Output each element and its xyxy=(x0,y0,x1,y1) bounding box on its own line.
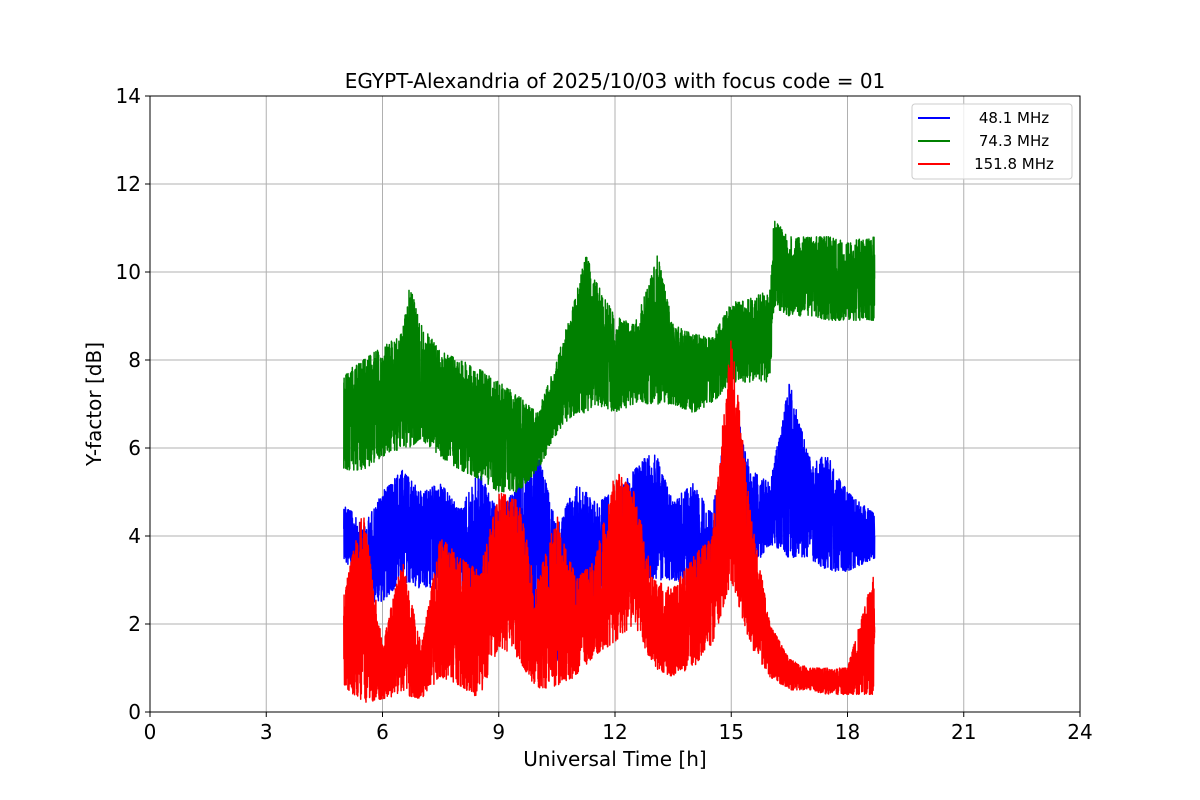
y-tick-label: 8 xyxy=(128,348,141,372)
x-tick-label: 21 xyxy=(951,720,976,744)
legend: 48.1 MHz 74.3 MHz 151.8 MHz xyxy=(911,103,1073,180)
legend-label: 151.8 MHz xyxy=(974,155,1054,173)
y-axis: 0 2 4 6 8 10 12 14 xyxy=(116,84,150,724)
y-axis-label: Y-factor [dB] xyxy=(82,342,106,467)
legend-label: 48.1 MHz xyxy=(979,109,1049,127)
x-tick-label: 15 xyxy=(719,720,744,744)
y-tick-label: 6 xyxy=(128,436,141,460)
series-group xyxy=(343,220,876,703)
x-tick-label: 6 xyxy=(376,720,389,744)
y-tick-label: 10 xyxy=(116,260,141,284)
series-line-151-8-mhz xyxy=(343,340,876,703)
y-tick-label: 14 xyxy=(116,84,141,108)
x-axis-label: Universal Time [h] xyxy=(523,747,706,771)
y-tick-label: 12 xyxy=(116,172,141,196)
series-line-74-3-mhz xyxy=(343,220,876,493)
x-tick-label: 9 xyxy=(492,720,505,744)
chart-title: EGYPT-Alexandria of 2025/10/03 with focu… xyxy=(345,69,886,93)
x-axis: 0 3 6 9 12 15 18 21 24 xyxy=(144,712,1093,744)
x-tick-label: 12 xyxy=(602,720,627,744)
x-tick-label: 24 xyxy=(1067,720,1092,744)
y-tick-label: 0 xyxy=(128,700,141,724)
legend-label: 74.3 MHz xyxy=(979,132,1049,150)
y-tick-label: 4 xyxy=(128,524,141,548)
y-tick-label: 2 xyxy=(128,612,141,636)
x-tick-label: 18 xyxy=(835,720,860,744)
x-tick-label: 0 xyxy=(144,720,157,744)
x-tick-label: 3 xyxy=(260,720,273,744)
